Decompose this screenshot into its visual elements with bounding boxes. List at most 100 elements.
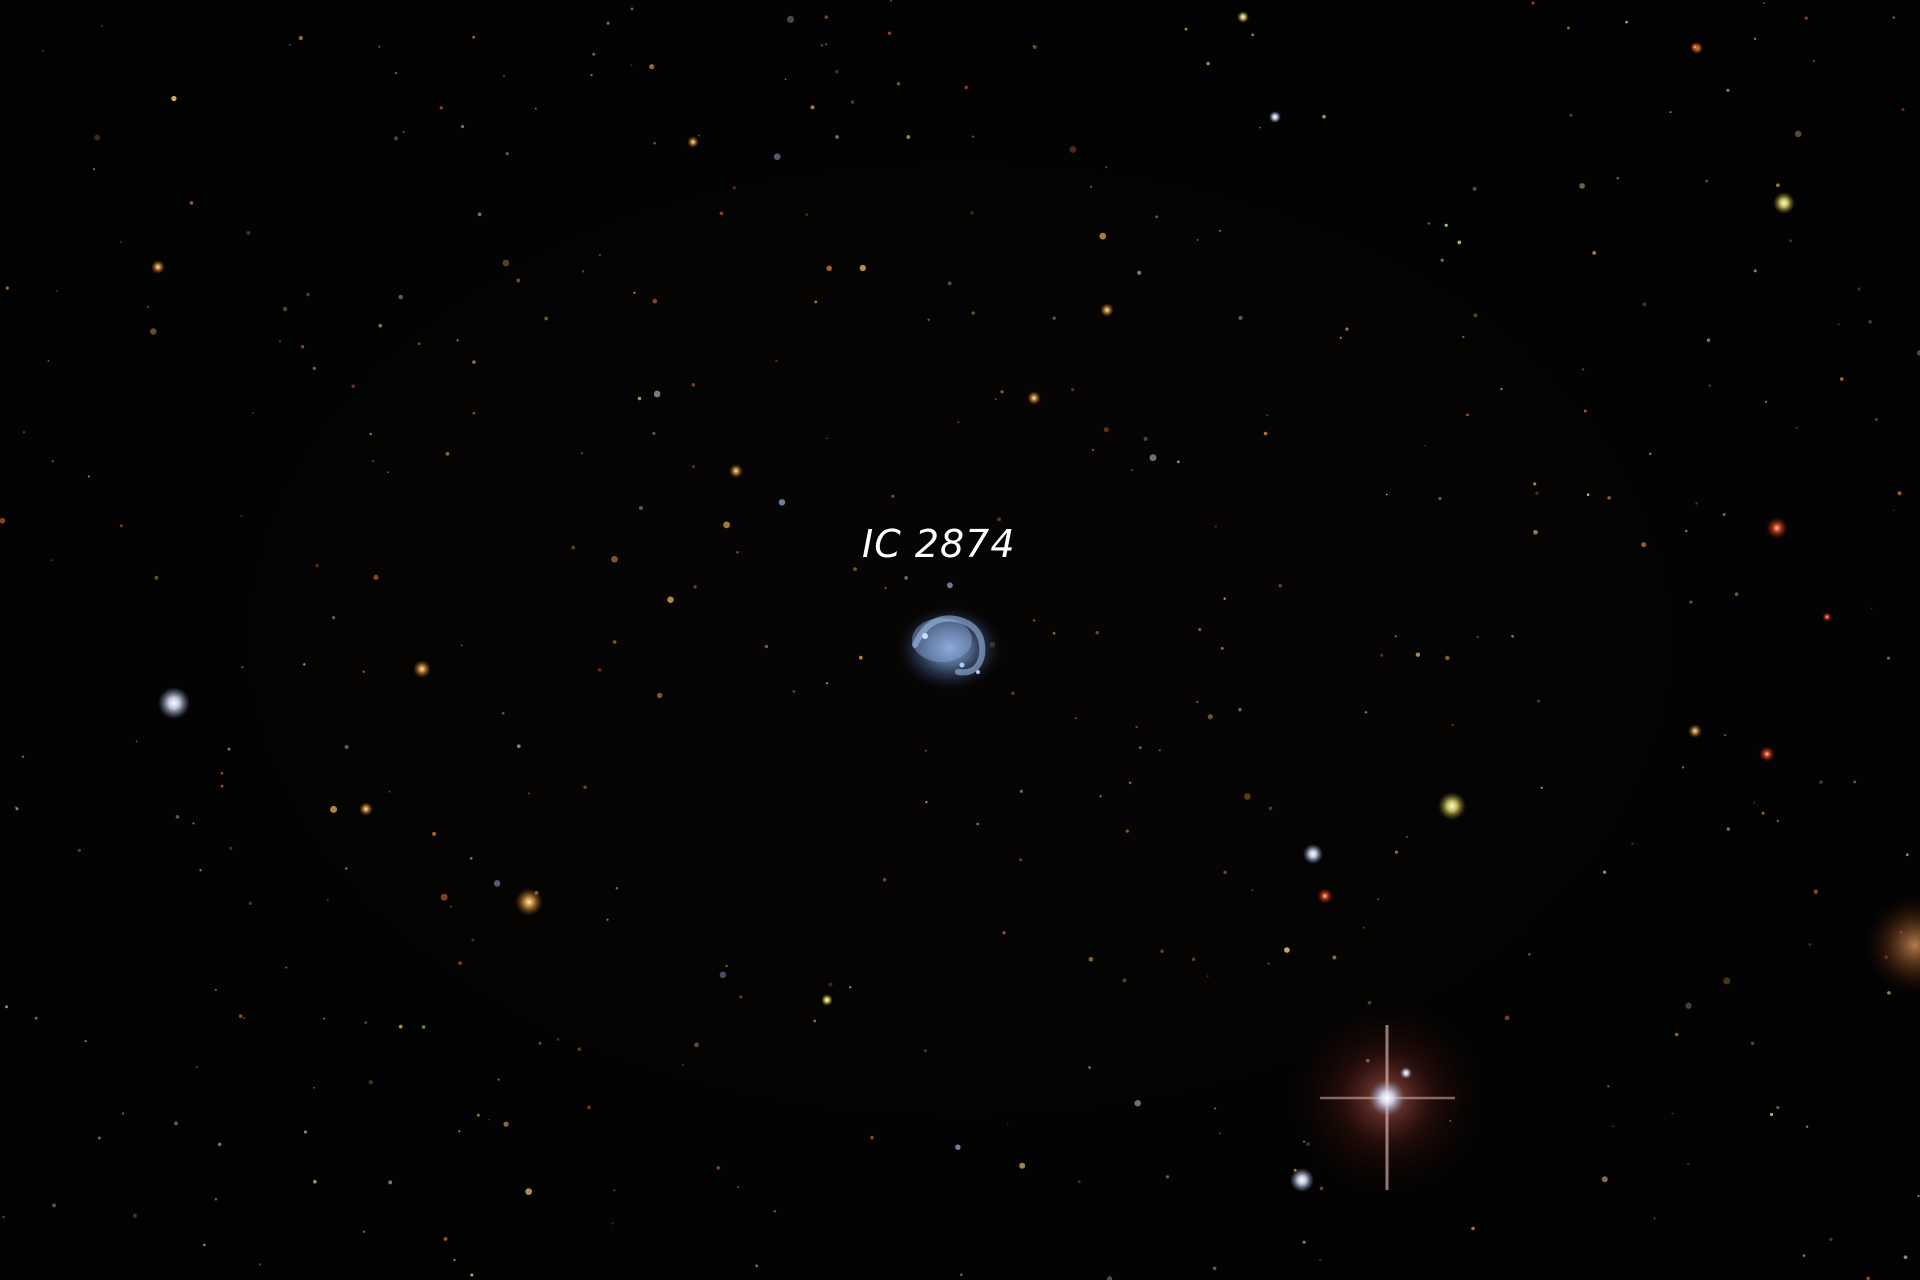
faint-star [737, 1186, 739, 1188]
faint-star [1268, 806, 1273, 811]
faint-star [1394, 850, 1399, 854]
faint-star [825, 681, 829, 685]
faint-star [1631, 842, 1634, 845]
faint-star [368, 1080, 373, 1085]
faint-star [1380, 653, 1384, 657]
faint-star [501, 711, 505, 715]
star [1317, 888, 1333, 904]
faint-star [653, 141, 656, 145]
faint-star [784, 78, 787, 81]
faint-star [50, 559, 53, 562]
faint-star [1206, 61, 1210, 66]
faint-star [378, 323, 383, 328]
faint-star [1671, 1112, 1674, 1115]
faint-star [1537, 699, 1541, 703]
faint-star [5, 286, 9, 290]
faint-star [119, 524, 123, 528]
faint-star [175, 815, 180, 819]
faint-star [826, 437, 829, 440]
faint-star [615, 887, 619, 890]
faint-star [1125, 829, 1129, 833]
faint-star [351, 384, 355, 388]
faint-star [1099, 795, 1102, 798]
faint-star [1088, 957, 1094, 962]
faint-star [1625, 20, 1628, 24]
faint-star [471, 938, 475, 942]
faint-star [723, 521, 731, 529]
faint-star [583, 785, 587, 790]
faint-star [1726, 827, 1730, 831]
faint-star [192, 822, 195, 825]
faint-star [835, 135, 839, 139]
faint-star [1761, 811, 1765, 815]
faint-star [1394, 635, 1397, 638]
faint-star [378, 45, 381, 48]
faint-star [469, 857, 473, 860]
faint-star [1052, 631, 1056, 635]
faint-star [1319, 1186, 1324, 1191]
faint-star [1196, 700, 1199, 703]
faint-star [891, 494, 895, 498]
faint-star [1362, 926, 1365, 929]
faint-star [450, 905, 452, 908]
faint-star [682, 1064, 684, 1066]
faint-star [388, 1180, 393, 1185]
faint-star [1011, 691, 1015, 696]
faint-star [719, 211, 724, 216]
faint-star [214, 988, 217, 992]
faint-star [691, 383, 696, 387]
faint-star [925, 749, 927, 752]
faint-star [1099, 232, 1107, 240]
faint-star [344, 745, 349, 749]
star [158, 687, 190, 719]
faint-star [1685, 529, 1688, 533]
faint-star [773, 153, 781, 161]
faint-star [1332, 955, 1337, 960]
faint-star [849, 986, 852, 989]
faint-star [1705, 179, 1708, 183]
faint-star [394, 72, 398, 75]
faint-star [1302, 1240, 1306, 1244]
star [687, 136, 699, 148]
star [1688, 724, 1702, 738]
faint-star [15, 807, 19, 811]
faint-star [1870, 607, 1873, 610]
faint-star [613, 1189, 616, 1192]
faint-star [456, 339, 459, 342]
faint-star [373, 574, 379, 580]
faint-star [739, 995, 743, 999]
faint-star [597, 667, 602, 672]
faint-star [1267, 962, 1270, 965]
faint-star [1176, 460, 1180, 464]
faint-star [994, 397, 997, 400]
faint-star [755, 1264, 758, 1268]
faint-star [42, 49, 45, 52]
faint-star [1405, 835, 1408, 838]
faint-star [1191, 957, 1196, 962]
faint-star [1427, 222, 1431, 225]
faint-star [1103, 427, 1109, 433]
faint-star [477, 212, 482, 217]
faint-star [1802, 1254, 1806, 1257]
faint-star [592, 52, 596, 56]
faint-star [1687, 1162, 1690, 1165]
faint-star [1569, 113, 1573, 117]
faint-star [792, 690, 796, 693]
faint-star [1107, 1276, 1113, 1280]
faint-star [1769, 1112, 1774, 1117]
faint-star [1069, 146, 1077, 153]
faint-star [1708, 384, 1711, 387]
faint-star [306, 292, 310, 297]
faint-star [1838, 323, 1840, 326]
star [1865, 895, 1920, 995]
faint-star [787, 15, 795, 23]
faint-star [119, 240, 123, 244]
faint-star [775, 359, 778, 362]
faint-star [1214, 525, 1218, 528]
faint-star [1528, 953, 1531, 956]
faint-star [1284, 947, 1290, 953]
faint-star [1184, 27, 1188, 31]
faint-star [580, 452, 584, 455]
faint-star [835, 69, 839, 74]
